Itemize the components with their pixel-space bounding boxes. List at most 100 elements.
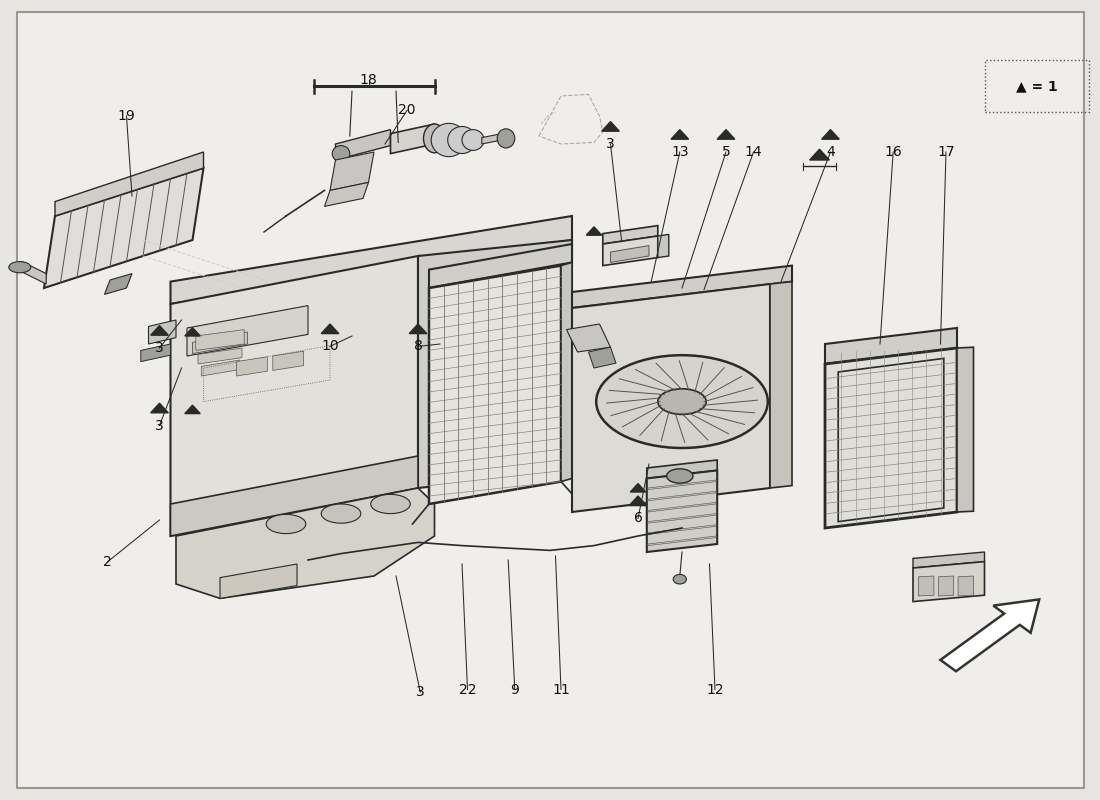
Polygon shape — [603, 226, 658, 244]
Polygon shape — [566, 324, 610, 352]
Polygon shape — [938, 576, 954, 596]
Text: 17: 17 — [937, 145, 955, 159]
Text: 3: 3 — [416, 685, 425, 699]
FancyArrow shape — [940, 599, 1040, 671]
Polygon shape — [22, 262, 46, 284]
Polygon shape — [958, 576, 974, 596]
Text: 6: 6 — [634, 511, 642, 526]
Text: 13: 13 — [671, 145, 689, 159]
FancyBboxPatch shape — [16, 12, 1084, 788]
Polygon shape — [647, 470, 717, 552]
Ellipse shape — [321, 504, 361, 523]
Polygon shape — [572, 266, 792, 308]
Polygon shape — [55, 152, 204, 216]
Ellipse shape — [673, 574, 686, 584]
Polygon shape — [198, 348, 242, 364]
Polygon shape — [104, 274, 132, 294]
Polygon shape — [648, 480, 716, 490]
Polygon shape — [671, 130, 689, 139]
Polygon shape — [187, 306, 308, 356]
Ellipse shape — [332, 146, 350, 162]
Polygon shape — [561, 262, 572, 482]
Polygon shape — [648, 491, 716, 501]
Text: 14: 14 — [745, 145, 762, 159]
Polygon shape — [648, 525, 716, 534]
Polygon shape — [273, 351, 304, 370]
Polygon shape — [913, 552, 984, 568]
Polygon shape — [429, 266, 561, 504]
Text: 10: 10 — [321, 339, 339, 354]
Polygon shape — [825, 348, 957, 528]
Polygon shape — [572, 284, 770, 512]
Polygon shape — [586, 227, 602, 235]
Ellipse shape — [667, 469, 693, 483]
Ellipse shape — [431, 123, 466, 157]
Polygon shape — [44, 168, 204, 288]
Ellipse shape — [424, 124, 446, 153]
Text: 3: 3 — [155, 341, 164, 355]
Text: 11: 11 — [552, 682, 570, 697]
Ellipse shape — [266, 514, 306, 534]
Polygon shape — [192, 332, 248, 354]
Polygon shape — [236, 357, 267, 376]
Polygon shape — [321, 324, 339, 334]
Ellipse shape — [448, 126, 476, 154]
Polygon shape — [810, 149, 829, 160]
Polygon shape — [717, 130, 735, 139]
Text: 3: 3 — [606, 137, 615, 151]
Polygon shape — [648, 536, 716, 546]
Polygon shape — [648, 514, 716, 523]
Text: 2: 2 — [103, 554, 112, 569]
Polygon shape — [330, 152, 374, 190]
Polygon shape — [185, 328, 200, 336]
Polygon shape — [918, 576, 934, 596]
Polygon shape — [409, 324, 427, 334]
Polygon shape — [324, 182, 369, 206]
Text: 19: 19 — [118, 109, 135, 123]
Text: 8: 8 — [414, 339, 422, 354]
Polygon shape — [220, 564, 297, 598]
Text: 18: 18 — [360, 73, 377, 87]
Text: 22: 22 — [459, 682, 476, 697]
Polygon shape — [148, 320, 176, 344]
Polygon shape — [429, 244, 572, 288]
Polygon shape — [770, 282, 792, 488]
Polygon shape — [196, 330, 244, 350]
Text: 20: 20 — [398, 103, 416, 118]
Polygon shape — [630, 483, 646, 492]
Polygon shape — [913, 562, 984, 602]
Text: 3: 3 — [155, 418, 164, 433]
Polygon shape — [647, 460, 717, 478]
Text: 9: 9 — [510, 682, 519, 697]
Polygon shape — [603, 236, 658, 266]
Polygon shape — [151, 326, 168, 335]
Polygon shape — [176, 488, 434, 598]
Text: 12: 12 — [706, 682, 724, 697]
Polygon shape — [201, 360, 240, 376]
Polygon shape — [170, 216, 572, 304]
Polygon shape — [825, 328, 957, 364]
Polygon shape — [658, 234, 669, 258]
Ellipse shape — [497, 129, 515, 148]
Polygon shape — [629, 496, 647, 506]
Polygon shape — [957, 347, 974, 512]
Ellipse shape — [462, 130, 484, 150]
Polygon shape — [170, 256, 418, 536]
Ellipse shape — [371, 494, 410, 514]
Text: 5: 5 — [722, 145, 730, 159]
Polygon shape — [170, 456, 418, 536]
Text: ▲ = 1: ▲ = 1 — [1016, 79, 1057, 93]
Polygon shape — [588, 347, 616, 368]
Polygon shape — [822, 130, 839, 139]
Polygon shape — [648, 502, 716, 512]
Polygon shape — [482, 133, 506, 144]
Text: 4: 4 — [826, 145, 835, 159]
Text: 16: 16 — [884, 145, 902, 159]
Polygon shape — [610, 246, 649, 262]
Polygon shape — [418, 240, 572, 488]
Polygon shape — [336, 130, 390, 160]
Ellipse shape — [596, 355, 768, 448]
Polygon shape — [390, 124, 435, 154]
Ellipse shape — [658, 389, 706, 414]
Polygon shape — [602, 122, 619, 131]
